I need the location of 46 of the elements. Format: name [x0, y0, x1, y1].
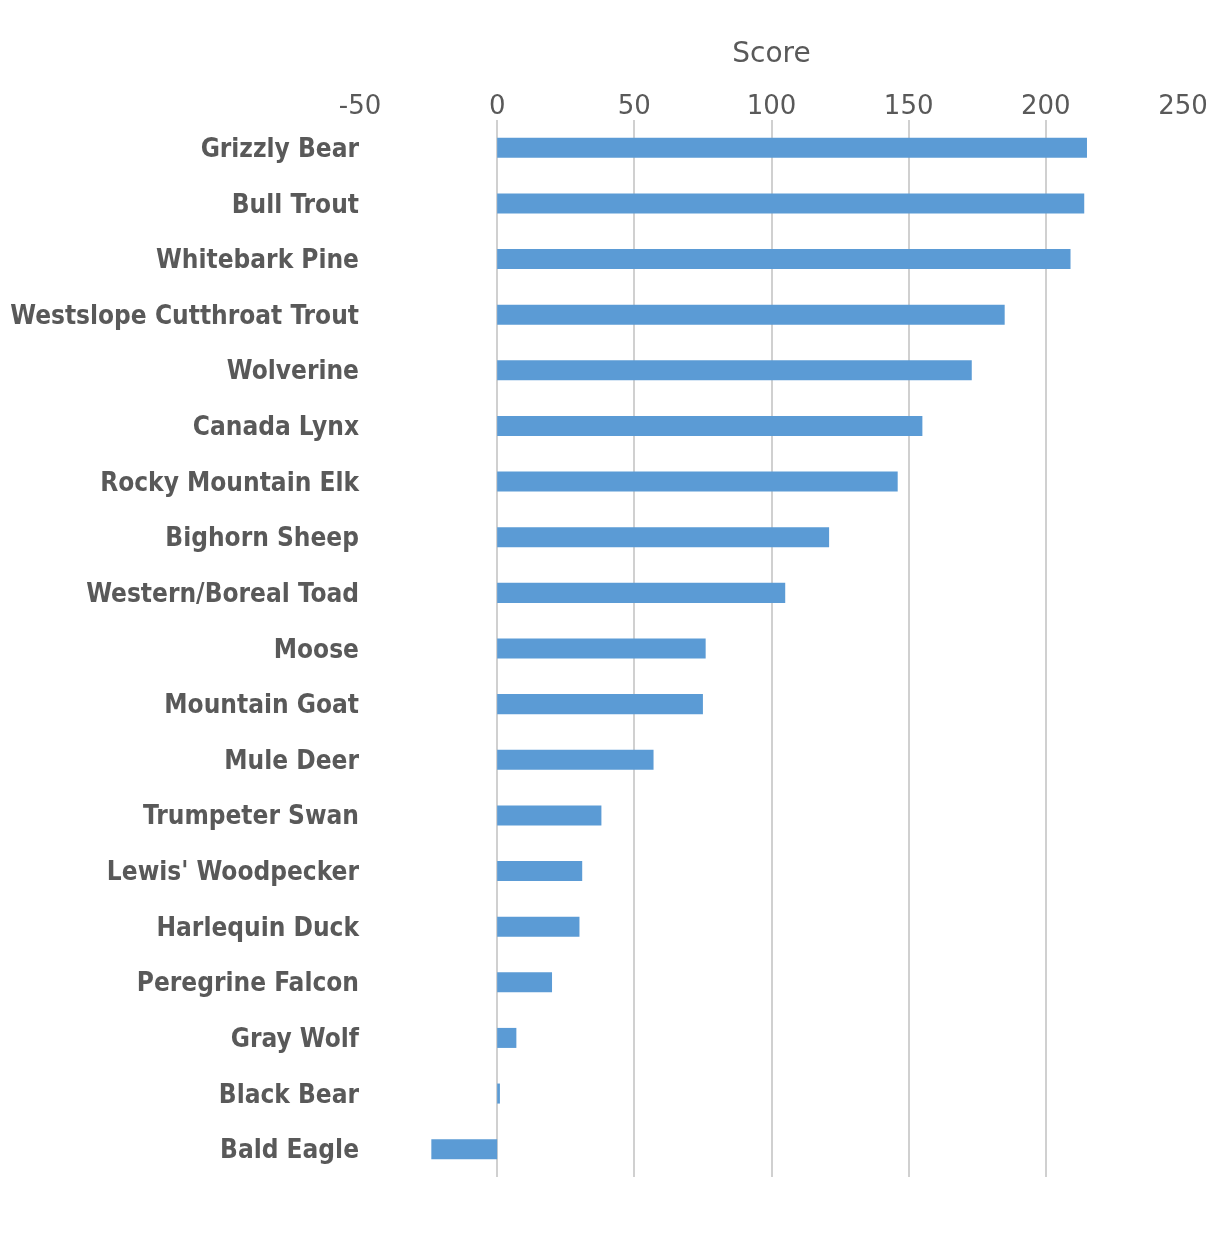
- bar: [431, 1139, 498, 1160]
- bar: [497, 249, 1071, 270]
- y-tick-label: Trumpeter Swan: [143, 800, 359, 831]
- y-tick-label: Western/Boreal Toad: [86, 577, 359, 608]
- bar: [497, 749, 654, 770]
- bar: [497, 527, 830, 548]
- bar: [497, 137, 1087, 158]
- y-tick-label: Harlequin Duck: [156, 911, 361, 942]
- x-tick-label: 250: [1158, 89, 1208, 120]
- x-axis-title: Score: [732, 36, 811, 70]
- bar: [497, 916, 580, 937]
- y-tick-label: Grizzly Bear: [200, 132, 360, 163]
- bar: [497, 805, 602, 826]
- y-tick-label: Mountain Goat: [164, 689, 359, 720]
- x-tick-label: 100: [746, 89, 797, 120]
- y-tick-label: Gray Wolf: [230, 1023, 360, 1054]
- y-tick-label: Black Bear: [218, 1078, 360, 1109]
- bar: [497, 471, 898, 492]
- bar: [497, 972, 553, 993]
- bar: [497, 304, 1005, 325]
- bar: [497, 1027, 517, 1048]
- x-tick-label: 50: [617, 89, 651, 120]
- y-tick-label: Peregrine Falcon: [136, 967, 359, 998]
- bar: [497, 638, 706, 659]
- y-tick-label: Bighorn Sheep: [165, 522, 359, 553]
- y-tick-label: Lewis' Woodpecker: [106, 856, 360, 887]
- x-tick-label: 0: [488, 89, 506, 120]
- y-tick-label: Bald Eagle: [220, 1134, 359, 1165]
- bar: [497, 1083, 500, 1104]
- y-tick-label: Wolverine: [226, 355, 359, 386]
- bar: [497, 415, 923, 436]
- y-tick-label: Bull Trout: [231, 188, 359, 219]
- y-tick-label: Mule Deer: [224, 744, 360, 775]
- y-tick-label: Moose: [273, 633, 359, 664]
- x-tick-label: 150: [883, 89, 934, 120]
- y-tick-label: Rocky Mountain Elk: [100, 466, 361, 497]
- bar: [497, 694, 703, 715]
- x-tick-label: -50: [338, 89, 382, 120]
- y-tick-label: Whitebark Pine: [156, 244, 359, 275]
- bar: [497, 193, 1085, 214]
- x-tick-label: 200: [1021, 89, 1071, 120]
- y-tick-label: Canada Lynx: [192, 411, 359, 442]
- bar: [497, 360, 972, 381]
- bar: [497, 582, 786, 603]
- y-tick-label: Westslope Cutthroat Trout: [10, 299, 359, 330]
- bar: [497, 861, 583, 882]
